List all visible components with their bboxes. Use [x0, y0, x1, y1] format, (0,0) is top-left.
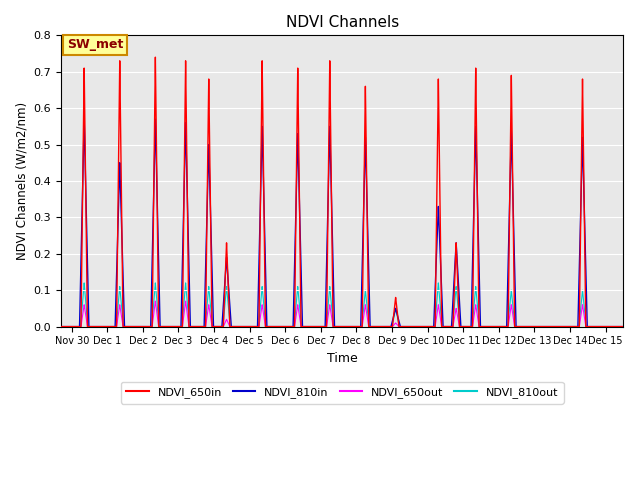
NDVI_650out — [50, 324, 58, 329]
Legend: NDVI_650in, NDVI_810in, NDVI_650out, NDVI_810out: NDVI_650in, NDVI_810in, NDVI_650out, NDV… — [121, 382, 564, 404]
NDVI_650out — [630, 324, 638, 329]
NDVI_650in — [523, 324, 531, 329]
NDVI_810out — [565, 324, 573, 329]
NDVI_650out — [565, 324, 573, 329]
NDVI_810out — [586, 324, 594, 329]
NDVI_810out — [523, 324, 531, 329]
NDVI_650out — [586, 324, 594, 329]
Line: NDVI_810out: NDVI_810out — [54, 283, 634, 326]
NDVI_810out — [50, 324, 58, 329]
NDVI_650in — [417, 324, 424, 329]
NDVI_810out — [417, 324, 424, 329]
Line: NDVI_650in: NDVI_650in — [54, 57, 634, 326]
NDVI_650in — [50, 324, 58, 329]
Title: NDVI Channels: NDVI Channels — [285, 15, 399, 30]
NDVI_650in — [565, 324, 573, 329]
NDVI_810out — [630, 324, 638, 329]
NDVI_650in — [145, 324, 152, 329]
NDVI_810out — [137, 324, 145, 329]
NDVI_810in — [145, 324, 152, 329]
NDVI_810in — [137, 324, 145, 329]
NDVI_810in — [565, 324, 573, 329]
Line: NDVI_650out: NDVI_650out — [54, 301, 634, 326]
X-axis label: Time: Time — [327, 352, 358, 365]
NDVI_650out — [417, 324, 424, 329]
NDVI_810in — [81, 116, 88, 122]
NDVI_810in — [630, 324, 638, 329]
NDVI_650out — [523, 324, 531, 329]
NDVI_650in — [630, 324, 638, 329]
NDVI_650in — [137, 324, 145, 329]
NDVI_650out — [152, 298, 159, 304]
NDVI_810in — [523, 324, 531, 329]
NDVI_650in — [152, 54, 159, 60]
NDVI_650out — [145, 324, 152, 329]
NDVI_810out — [145, 324, 152, 329]
NDVI_650out — [137, 324, 145, 329]
Line: NDVI_810in: NDVI_810in — [54, 119, 634, 326]
NDVI_810in — [586, 324, 594, 329]
Y-axis label: NDVI Channels (W/m2/nm): NDVI Channels (W/m2/nm) — [15, 102, 28, 260]
NDVI_650in — [586, 324, 594, 329]
Text: SW_met: SW_met — [67, 38, 123, 51]
NDVI_810in — [417, 324, 424, 329]
NDVI_810in — [50, 324, 58, 329]
NDVI_810out — [81, 280, 88, 286]
